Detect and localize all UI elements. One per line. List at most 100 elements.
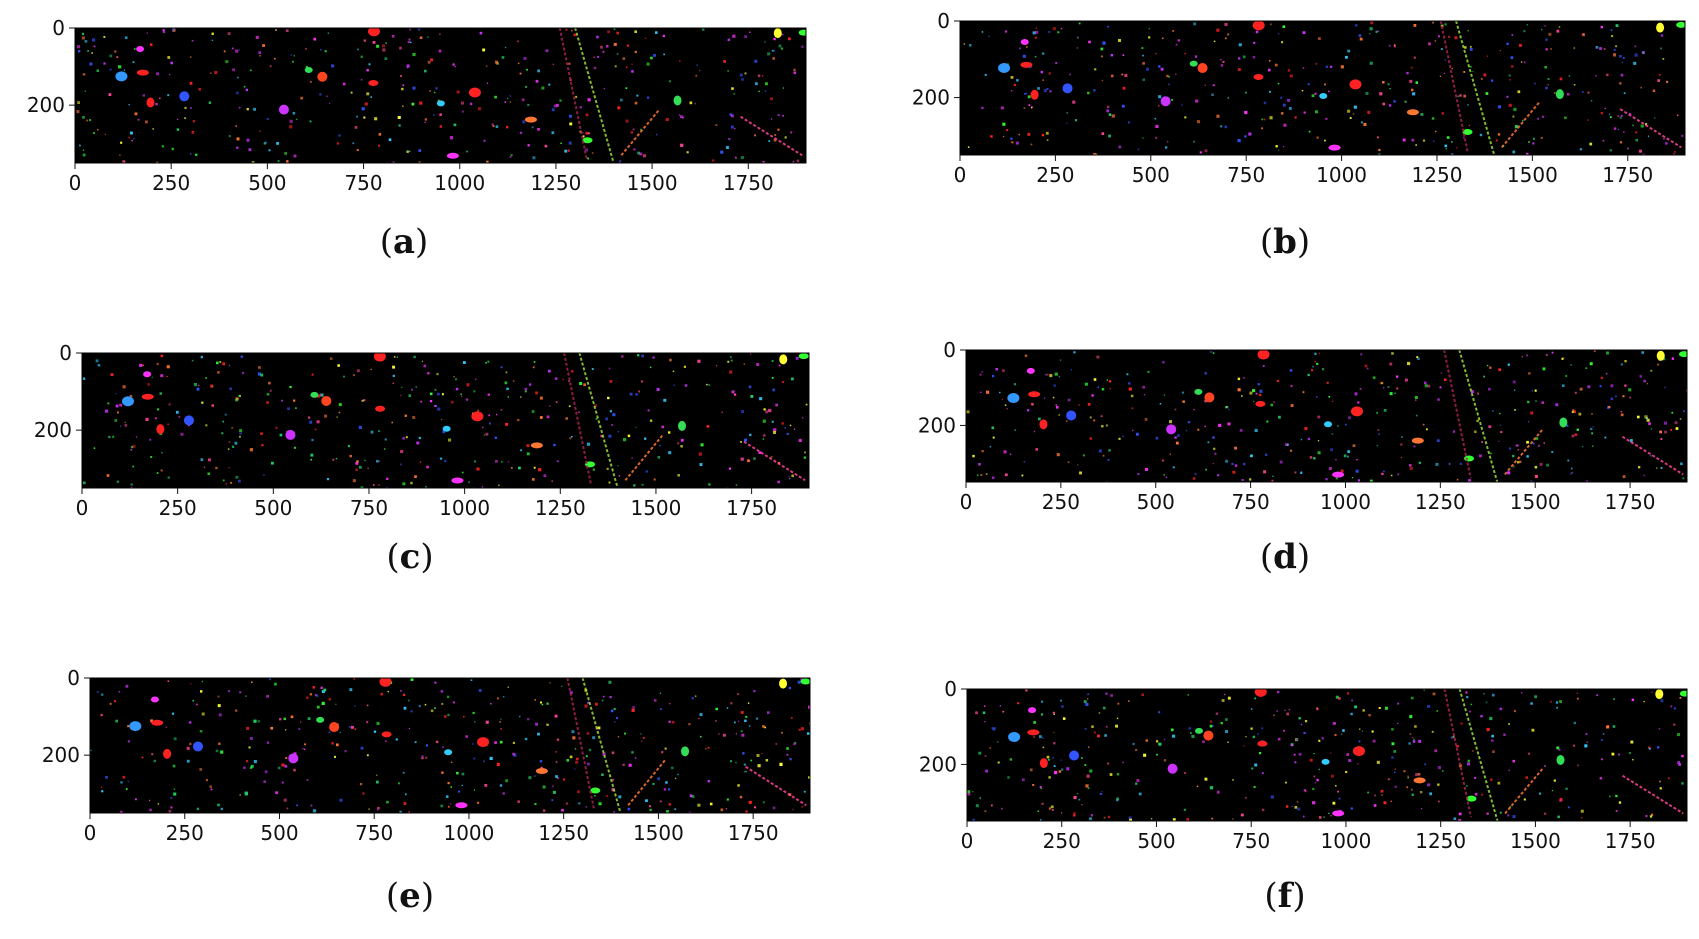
speckle xyxy=(290,54,293,56)
speckle xyxy=(1417,357,1420,360)
speckle xyxy=(966,410,970,414)
speckle xyxy=(1019,47,1021,50)
speckle xyxy=(618,475,621,477)
speckle xyxy=(1635,139,1638,142)
speckle xyxy=(285,729,287,731)
speckle xyxy=(266,118,269,120)
speckle xyxy=(1657,746,1660,749)
speckle xyxy=(1517,90,1521,94)
speckle xyxy=(1138,792,1142,796)
speckle xyxy=(808,776,810,779)
speckle xyxy=(1271,479,1274,482)
speckle xyxy=(975,711,978,715)
speckle xyxy=(668,788,671,791)
speckle xyxy=(556,738,559,741)
speckle xyxy=(1620,114,1623,117)
speckle xyxy=(555,401,558,403)
speckle xyxy=(1388,104,1392,107)
y-tick-label: 0 xyxy=(944,677,957,701)
speckle xyxy=(1274,63,1278,67)
speckle xyxy=(1175,441,1179,445)
speckle xyxy=(231,427,233,429)
speckle xyxy=(1527,400,1530,404)
speckle xyxy=(1291,805,1293,807)
speckle xyxy=(485,361,487,364)
speckle xyxy=(384,438,387,441)
speckle xyxy=(1593,350,1596,353)
speckle xyxy=(1453,817,1457,820)
speckle xyxy=(1486,364,1489,367)
speckle xyxy=(1576,692,1578,694)
speckle xyxy=(1193,140,1195,143)
speckle xyxy=(740,441,742,443)
speckle xyxy=(691,795,695,798)
speckle xyxy=(524,390,527,393)
speckle xyxy=(1352,444,1356,447)
speckle xyxy=(991,476,995,480)
speckle xyxy=(1609,116,1612,118)
speckle xyxy=(444,460,447,463)
speckle xyxy=(499,721,501,723)
speckle xyxy=(997,741,999,743)
speckle xyxy=(744,438,747,442)
speckle xyxy=(1192,477,1196,480)
speckle xyxy=(248,746,251,749)
speckle xyxy=(593,56,595,59)
speckle xyxy=(149,808,152,812)
speckle xyxy=(1294,761,1297,764)
speckle xyxy=(1359,388,1362,390)
speckle xyxy=(1058,414,1060,416)
speckle xyxy=(535,722,538,726)
speckle xyxy=(507,97,509,100)
speckle xyxy=(1362,709,1365,712)
speckle xyxy=(1111,114,1115,118)
class-region xyxy=(1406,109,1419,116)
class-region xyxy=(779,678,788,689)
speckle xyxy=(130,446,133,449)
speckle xyxy=(535,391,538,395)
speckle xyxy=(1411,88,1414,92)
class-region xyxy=(368,80,379,87)
speckle xyxy=(679,60,681,62)
speckle xyxy=(758,90,760,93)
speckle xyxy=(1454,36,1458,40)
speckle xyxy=(720,150,724,154)
speckle xyxy=(378,460,380,462)
speckle xyxy=(727,38,731,42)
speckle xyxy=(1042,746,1045,749)
y-tick-label: 0 xyxy=(59,341,72,365)
speckle xyxy=(1170,728,1174,732)
speckle xyxy=(228,690,230,692)
speckle xyxy=(1570,472,1573,475)
speckle xyxy=(331,742,334,745)
speckle xyxy=(524,737,528,741)
speckle xyxy=(1278,149,1280,151)
speckle xyxy=(1332,400,1334,402)
speckle xyxy=(494,95,497,99)
speckle xyxy=(554,714,558,718)
speckle xyxy=(495,125,499,128)
speckle xyxy=(649,419,653,422)
speckle xyxy=(735,733,737,735)
speckle xyxy=(1456,478,1459,481)
speckle xyxy=(632,128,635,131)
speckle xyxy=(1458,764,1462,768)
x-tick-label: 1250 xyxy=(535,496,586,520)
speckle xyxy=(1541,115,1545,118)
speckle xyxy=(474,721,476,723)
speckle xyxy=(500,409,503,411)
speckle xyxy=(1394,768,1396,770)
speckle xyxy=(1614,395,1617,398)
speckle xyxy=(984,721,986,723)
speckle xyxy=(623,438,627,442)
speckle xyxy=(569,122,573,126)
speckle xyxy=(1436,439,1440,443)
speckle xyxy=(378,430,380,433)
speckle xyxy=(607,30,610,34)
speckle xyxy=(702,28,705,31)
speckle xyxy=(221,432,224,435)
speckle xyxy=(975,804,979,808)
speckle xyxy=(526,444,530,448)
speckle xyxy=(366,754,369,757)
